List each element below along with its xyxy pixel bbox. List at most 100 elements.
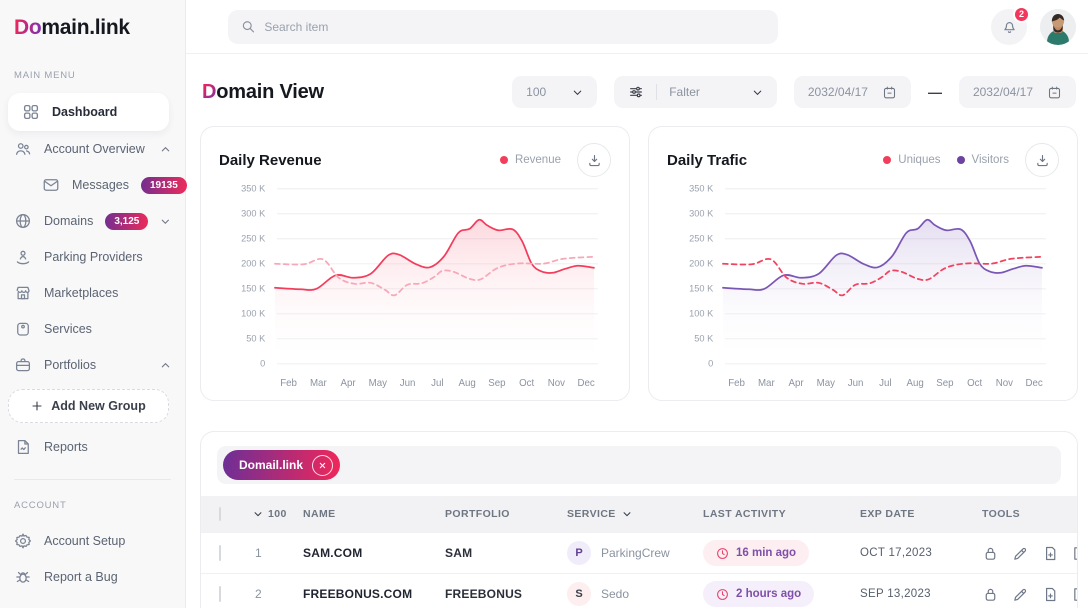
chevron-down-icon[interactable]	[253, 509, 263, 519]
sidebar-item-label: Marketplaces	[44, 286, 119, 300]
lock-button[interactable]	[982, 586, 999, 603]
exp-date: SEP 13,2023	[860, 588, 931, 600]
svg-text:May: May	[817, 378, 836, 389]
sidebar-item-label: Reports	[44, 440, 88, 454]
svg-text:Jun: Jun	[848, 378, 864, 389]
chevron-up-icon[interactable]	[160, 360, 171, 371]
sidebar-item-portfolios[interactable]: Portfolios	[0, 347, 185, 383]
chart-header: Daily Revenue Revenue	[219, 143, 611, 177]
header-portfolio[interactable]: PORTFOLIO	[445, 508, 510, 520]
row-checkbox[interactable]	[219, 586, 221, 602]
svg-text:0: 0	[708, 359, 713, 369]
gear-icon	[14, 533, 32, 549]
sidebar-item-domains[interactable]: Domains 3,125	[0, 203, 185, 239]
svg-text:200 K: 200 K	[689, 259, 714, 269]
svg-text:250 K: 250 K	[689, 234, 714, 244]
bell-icon	[1003, 22, 1015, 34]
sidebar-item-messages[interactable]: Messages 19135	[0, 167, 187, 203]
sidebar-item-dashboard[interactable]: Dashboard	[8, 93, 169, 131]
storefront-icon	[16, 286, 30, 300]
main-menu-label: MAIN MENU	[14, 70, 76, 81]
charts-row: Daily Revenue Revenue 350 K 300 K 250 K 200…	[200, 126, 1078, 401]
file-plus-icon	[1046, 546, 1056, 560]
filter-dropdown[interactable]: Falter	[614, 76, 777, 108]
date-from-picker[interactable]: 2032/04/17	[793, 76, 911, 108]
header-last-activity[interactable]: LAST ACTIVITY	[703, 508, 786, 520]
header-service[interactable]: SERVICE	[567, 508, 703, 520]
content: Domain View 100 Falter 2032/04/17 —	[186, 54, 1088, 608]
service-cell: S Sedo	[567, 582, 703, 606]
messages-count-badge: 19135	[140, 176, 187, 194]
note-add-button[interactable]	[1072, 586, 1077, 603]
edit-button[interactable]	[1012, 586, 1029, 603]
search-bar[interactable]	[228, 9, 778, 44]
portfolio-name: SAM	[445, 546, 473, 560]
add-new-group-button[interactable]: Add New Group	[8, 389, 169, 423]
svg-text:Nov: Nov	[996, 378, 1013, 389]
select-all-checkbox[interactable]	[219, 507, 221, 521]
svg-text:100 K: 100 K	[241, 309, 266, 319]
daily-revenue-chart: 350 K 300 K 250 K 200 K 150 K 100 K 50 K 0 Feb Ma…	[241, 184, 598, 389]
header-exp-date[interactable]: EXP DATE	[860, 508, 915, 520]
notifications-button[interactable]: 2	[991, 5, 1030, 45]
svg-text:50 K: 50 K	[246, 334, 266, 344]
svg-text:300 K: 300 K	[689, 209, 714, 219]
envelope-icon	[43, 179, 59, 191]
sidebar-item-parking-providers[interactable]: Parking Providers	[0, 239, 185, 275]
svg-text:Jul: Jul	[431, 378, 443, 389]
filter-chip-domail-link[interactable]: Domail.link	[223, 450, 341, 480]
date-to-picker[interactable]: 2032/04/17	[958, 76, 1076, 108]
lock-button[interactable]	[982, 545, 999, 562]
svg-text:Aug: Aug	[458, 378, 475, 389]
legend-dot	[883, 156, 892, 164]
notification-count-badge: 2	[1013, 5, 1030, 23]
sidebar-item-report-a-bug[interactable]: Report a Bug	[0, 559, 185, 595]
svg-text:Apr: Apr	[341, 378, 357, 389]
chevron-up-icon[interactable]	[160, 144, 171, 155]
table-header-row: 100 NAME PORTFOLIO SERVICE LAST ACTIVITY…	[201, 496, 1077, 532]
row-number: 2	[255, 587, 262, 601]
sidebar-item-reports[interactable]: Reports	[0, 429, 185, 465]
note-add-button[interactable]	[1072, 545, 1077, 562]
table-row: 2 FREEBONUS.COM FREEBONUS S Sedo 2 hours…	[201, 573, 1077, 608]
sidebar-item-marketplaces[interactable]: Marketplaces	[0, 275, 185, 311]
chevron-down-icon	[573, 90, 582, 95]
search-input[interactable]	[264, 19, 765, 34]
chevron-down-icon[interactable]	[160, 216, 171, 227]
close-icon	[319, 462, 326, 468]
svg-text:200 K: 200 K	[241, 259, 266, 269]
note-plus-icon	[1074, 546, 1077, 560]
people-icon	[15, 143, 31, 155]
service-name: ParkingCrew	[601, 546, 670, 560]
domain-name[interactable]: SAM.COM	[303, 546, 363, 560]
parking-person-icon	[16, 250, 30, 265]
svg-text:Oct: Oct	[519, 378, 534, 389]
sidebar-account-nav: Account Setup Report a Bug	[0, 523, 185, 595]
legend-label: Visitors	[971, 154, 1010, 166]
svg-text:250 K: 250 K	[241, 234, 266, 244]
search-icon	[242, 21, 255, 33]
topbar-right: 2	[991, 5, 1076, 45]
download-chart-button[interactable]	[577, 143, 611, 177]
download-chart-button[interactable]	[1025, 143, 1059, 177]
sidebar-item-account-setup[interactable]: Account Setup	[0, 523, 185, 559]
svg-text:300 K: 300 K	[241, 209, 266, 219]
domain-name[interactable]: FREEBONUS.COM	[303, 587, 413, 601]
page-size-select[interactable]: 100	[512, 76, 598, 108]
filter-label: Falter	[669, 85, 700, 99]
sidebar-item-services[interactable]: Services	[0, 311, 185, 347]
row-checkbox[interactable]	[219, 545, 221, 561]
header-name[interactable]: NAME	[303, 508, 336, 520]
file-add-button[interactable]	[1042, 586, 1059, 603]
svg-text:Sep: Sep	[936, 378, 953, 389]
file-add-button[interactable]	[1042, 545, 1059, 562]
services-box-icon	[17, 322, 29, 336]
daily-trafic-card: Daily Trafic Uniques Visitors 350 K 300 K…	[648, 126, 1078, 401]
user-avatar[interactable]	[1040, 8, 1076, 45]
header-tools: TOOLS	[982, 508, 1020, 520]
sidebar-item-account-overview[interactable]: Account Overview	[0, 131, 185, 167]
svg-text:Apr: Apr	[789, 378, 805, 389]
remove-filter-button[interactable]	[312, 454, 334, 476]
svg-text:Aug: Aug	[906, 378, 923, 389]
edit-button[interactable]	[1012, 545, 1029, 562]
